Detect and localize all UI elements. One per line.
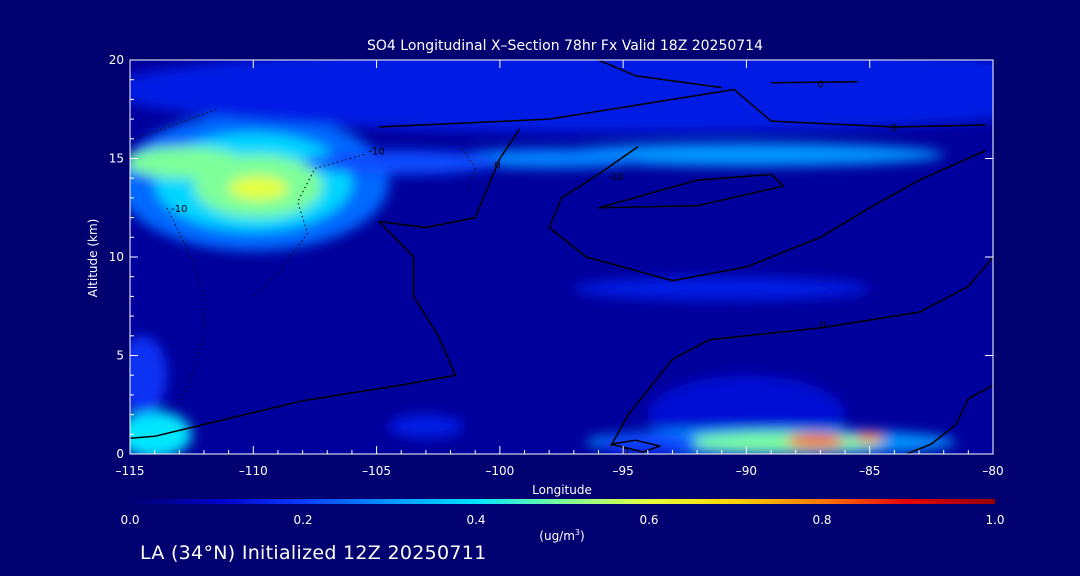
heat-feature — [130, 60, 993, 133]
y-axis-label: Altitude (km) — [86, 219, 100, 298]
contour-label: -10 — [171, 204, 187, 215]
contour-line — [598, 60, 722, 89]
contour-line — [378, 88, 986, 128]
colorbar-label: (ug/m3) — [539, 528, 584, 543]
x-tick-label: –95 — [613, 464, 634, 478]
x-tick-label: –85 — [859, 464, 880, 478]
contour-label: 0 — [622, 447, 628, 458]
y-tick-label: 0 — [116, 447, 124, 461]
chart-title: SO4 Longitudinal X–Section 78hr Fx Valid… — [367, 38, 763, 54]
contour-label: 0 — [494, 160, 500, 171]
x-tick-label: –110 — [239, 464, 268, 478]
colorbar-ticks: 0.0 0.2 0.4 0.6 0.8 1.0 — [120, 513, 1004, 527]
y-tick-label: 15 — [109, 152, 124, 166]
contour-line — [771, 80, 858, 84]
y-tick-label: 10 — [109, 250, 124, 264]
heat-feature — [785, 434, 846, 449]
heat-feature — [130, 410, 192, 454]
heat-feature — [228, 176, 288, 200]
contour-label: 0 — [891, 123, 897, 134]
contour-label: -10 — [608, 172, 624, 183]
heat-feature — [854, 432, 885, 443]
contour-lines: 0 -10 0 0 0 0 -10 -10 — [130, 60, 993, 458]
heat-feature — [450, 148, 648, 169]
colorbar-tick-label: 0.0 — [120, 513, 139, 527]
x-axis-label: Longitude — [532, 483, 592, 497]
colorbar-ramp — [130, 499, 995, 504]
init-caption: LA (34°N) Initialized 12Z 20250711 — [140, 542, 487, 564]
colorbar-tick-label: 0.8 — [812, 513, 831, 527]
y-tick-label: 20 — [109, 53, 124, 67]
contour-line — [252, 154, 365, 297]
colorbar-tick-label: 1.0 — [985, 513, 1004, 527]
heat-feature — [549, 142, 944, 167]
heat-feature — [130, 146, 244, 179]
heat-blobs — [130, 60, 993, 454]
contour-label: -10 — [368, 147, 384, 158]
contour-line — [548, 146, 986, 282]
contour-line — [130, 128, 521, 439]
contour-label: 0 — [820, 320, 826, 331]
colorbar-tick-label: 0.6 — [639, 513, 658, 527]
x-tick-label: –105 — [362, 464, 391, 478]
contour-line — [462, 148, 476, 191]
x-tick-label: –90 — [736, 464, 757, 478]
heat-feature — [130, 335, 167, 415]
contour-line — [598, 173, 785, 209]
heatmap-field — [130, 60, 993, 454]
colorbar-tick-label: 0.4 — [466, 513, 485, 527]
colorbar: 0.0 0.2 0.4 0.6 0.8 1.0 (ug/m3) — [120, 499, 1005, 543]
heat-feature — [684, 432, 883, 453]
contour-line — [166, 207, 205, 405]
x-axis: –115 –110 –105 –100 –95 –90 –85 –80 — [116, 60, 1004, 478]
colorbar-tick-label: 0.2 — [293, 513, 312, 527]
y-tick-label: 5 — [116, 349, 124, 363]
x-tick-label: –115 — [116, 464, 145, 478]
heat-feature — [302, 150, 500, 175]
contour-line — [610, 256, 993, 447]
y-axis: 0 5 10 15 20 — [109, 53, 993, 461]
contour-line — [906, 384, 993, 454]
heat-feature — [573, 276, 870, 301]
heat-feature — [388, 414, 463, 439]
x-tick-label: –100 — [485, 464, 514, 478]
x-tick-label: –80 — [982, 464, 1003, 478]
plot-area: 0 -10 0 0 0 0 -10 -10 — [129, 59, 994, 458]
contour-line — [610, 439, 661, 453]
contour-label: 0 — [817, 80, 823, 91]
